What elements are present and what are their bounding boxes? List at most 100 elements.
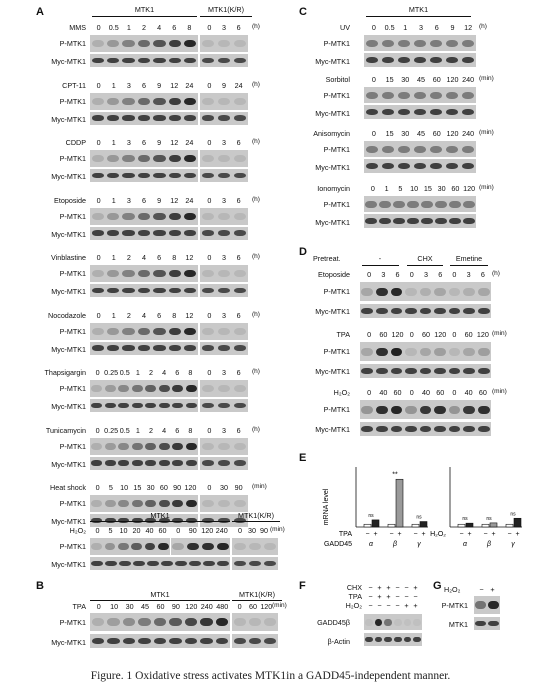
blot-band: [153, 230, 166, 236]
blot-band: [169, 638, 182, 645]
blot-band: [122, 212, 135, 220]
blot-band: [104, 500, 116, 508]
myc-mtk1-label: Myc-MTK1: [315, 218, 350, 227]
blot-band: [233, 543, 246, 551]
blot-band: [477, 287, 490, 296]
blot-band: [217, 442, 231, 450]
kr-p-mtk1-blot: [200, 150, 248, 167]
pretreat-label: Pretreat.: [313, 254, 341, 263]
blot-band: [153, 172, 166, 179]
kr-time-ticks: 0 3 6: [202, 254, 246, 261]
blot-band: [461, 163, 475, 170]
blot-band: [429, 57, 443, 64]
sign-label: +: [397, 531, 401, 538]
blot-band: [107, 618, 120, 626]
blot-band: [217, 172, 231, 179]
blot-band: [201, 402, 215, 409]
tick-label: 9: [450, 23, 455, 32]
p-mtk1-label: P-MTK1: [59, 96, 86, 106]
time-ticks: 0 1 2 4 6 8 12: [91, 254, 197, 261]
blot-band: [153, 155, 166, 163]
blot-band: [429, 91, 443, 99]
p-mtk1-label: P-MTK1: [323, 405, 350, 414]
blot-band: [104, 385, 116, 393]
p-mtk1-label: P-MTK1: [59, 542, 86, 551]
pretreat-group-emetine: Emetine: [455, 254, 483, 263]
kr-p-mtk1-blot: [200, 322, 248, 340]
tick-label: 0: [207, 253, 212, 262]
blot-band: [184, 638, 198, 645]
p-mtk1-blot: [90, 265, 198, 282]
treatment-label: Thapsigargin: [44, 368, 86, 377]
tick-label: 15: [385, 129, 394, 138]
blot-band: [184, 172, 197, 179]
panel-letter-f: F: [299, 580, 306, 592]
treatment-label: Ionomycin: [317, 184, 350, 193]
tick-label: 20: [132, 526, 141, 535]
blot-band: [118, 543, 129, 551]
tick-label: 90: [173, 483, 182, 492]
blot-band: [393, 618, 402, 626]
blot-band: [217, 270, 231, 278]
treatment-label: CHX: [346, 583, 362, 592]
blot-band: [264, 618, 277, 626]
blot-band: [201, 172, 215, 179]
blot-band: [461, 57, 475, 64]
tick-label: 3: [126, 80, 131, 90]
significance-label: ns: [368, 513, 374, 519]
header-line: [92, 16, 197, 17]
blot-band: [233, 287, 247, 294]
p-mtk1-label: P-MTK1: [323, 200, 350, 209]
unit-label: (min): [492, 388, 507, 395]
panel-letter-e: E: [299, 452, 307, 464]
tick-label: 2: [148, 425, 153, 435]
blot-band: [365, 218, 377, 225]
tick-label: 24: [234, 80, 243, 90]
myc-mtk1-label: Myc-MTK1: [51, 402, 86, 411]
myc-mtk1-blot: [360, 304, 491, 318]
blot-band: [393, 218, 405, 225]
tick-label: 60: [478, 388, 487, 397]
blot-band: [91, 618, 104, 626]
p-mtk1-blot: [90, 380, 198, 397]
blot-band: [461, 109, 475, 116]
tick-label: 6: [141, 195, 146, 205]
unit-label: (h): [252, 138, 260, 145]
tick-label: 0: [96, 138, 101, 147]
tick-label: 0: [207, 310, 212, 320]
treatment-label: CPT-11: [62, 80, 86, 90]
unit-label: (h): [252, 368, 260, 375]
treatment-label: TPA: [348, 592, 362, 601]
tick-label: 10: [119, 526, 128, 535]
blot-band: [361, 287, 374, 296]
blot-band: [138, 638, 151, 645]
tick-label: 120: [260, 602, 273, 611]
kr-p-mtk1-blot: [232, 613, 278, 631]
blot-band: [463, 218, 475, 225]
blot-band: [361, 405, 374, 414]
blot-band: [158, 402, 170, 409]
tick-label: 6: [172, 23, 177, 32]
blot-band: [429, 163, 443, 170]
blot-band: [106, 40, 120, 48]
p-mtk1-blot: [90, 437, 198, 455]
blot-band: [185, 460, 197, 466]
blot-band: [106, 57, 120, 64]
tick-label: 6: [480, 270, 485, 279]
blot-band: [131, 385, 143, 393]
group-line: [362, 265, 399, 266]
blot-band: [233, 402, 247, 409]
blot-band: [185, 402, 197, 409]
tick-label: 9: [157, 80, 162, 90]
blot-band: [168, 57, 181, 64]
kr-myc-mtk1-blot: [232, 634, 278, 648]
tick-label: 3: [126, 138, 131, 147]
blot-band: [374, 636, 383, 643]
tick-label: 30: [401, 75, 410, 84]
blot-band: [365, 163, 379, 170]
p-mtk1-blot: [90, 92, 198, 110]
kr-myc-mtk1-blot: [200, 169, 248, 182]
blot-band: [397, 91, 411, 99]
tick-label: 120: [434, 330, 447, 339]
time-ticks: 0 0.25 0.5 1 2 4 6 8: [91, 369, 197, 376]
